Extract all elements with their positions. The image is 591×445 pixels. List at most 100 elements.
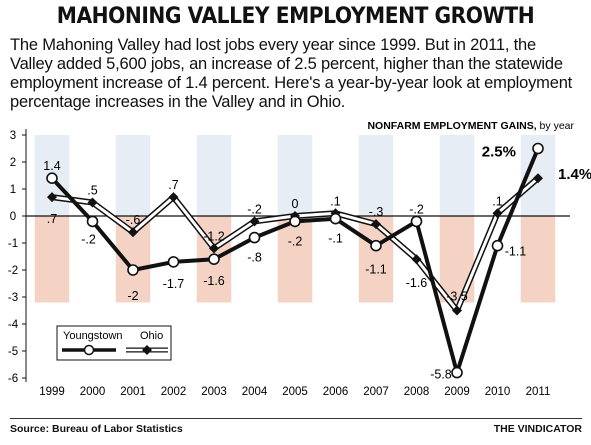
x-tick-label: 2010 [485,386,511,398]
legend-label-youngstown: Youngstown [63,330,123,342]
youngstown-point [370,239,382,252]
source-note: Source: Bureau of Labor Statistics [10,423,183,435]
youngstown-point [289,215,301,228]
legend: Youngstown Ohio [56,325,172,361]
legend-box [56,325,172,361]
y-tick-label: -5 [8,346,18,358]
youngstown-data-label: -.1 [328,232,343,246]
youngstown-data-label: -1.7 [163,277,185,291]
ohio-point [87,197,98,208]
ohio-data-label: -.3 [369,205,384,219]
ohio-point [47,192,57,203]
x-tick-label: 2001 [120,386,146,398]
x-tick-label: 2004 [242,386,268,398]
x-tick-label: 2006 [323,386,349,398]
youngstown-point [532,142,544,155]
x-tick-label: 2002 [161,386,187,398]
youngstown-data-label: -.2 [81,232,96,246]
youngstown-point [208,253,220,266]
employment-chart: 3 2 1 0 -1 -2 -3 -4 -5 -6 1999 2000 2001 2002 2003 200… [8,120,591,398]
positive-band [439,135,475,216]
legend-label-ohio: Ohio [140,330,163,342]
y-tick-label: -6 [8,373,18,385]
x-tick-label: 2011 [526,386,551,398]
ohio-data-label: -3.5 [446,290,468,304]
ohio-data-label: .7 [47,212,57,226]
footer: Source: Bureau of Labor Statistics THE V… [10,418,582,435]
youngstown-point [167,256,180,268]
ohio-data-label: 1.4% [558,166,591,183]
youngstown-point [451,366,463,379]
ohio-data-label: .1 [492,194,502,208]
youngstown-point [491,239,504,252]
positive-band [115,135,151,216]
publisher-credit: THE VINDICATOR [493,423,582,435]
youngstown-point [46,172,58,184]
x-tick-label: 2005 [282,386,308,398]
legend-marker-ohio [142,345,152,355]
ohio-data-label: 0 [292,197,299,211]
youngstown-point [248,231,261,244]
x-tick-label: 2003 [201,386,227,398]
youngstown-data-label: -1.1 [365,263,387,277]
series-lines [46,142,544,379]
ohio-data-label: -1.2 [203,229,225,243]
y-tick-label: -2 [8,265,18,277]
x-tick-label: 2000 [80,386,106,398]
positive-band [277,135,313,216]
youngstown-point [329,212,342,225]
legend-marker-youngstown [83,344,95,356]
x-tick-labels: 1999 2000 2001 2002 2003 2004 2005 2006 2007 2008… [39,386,550,398]
y-tick-label: 3 [10,130,16,142]
youngstown-data-label: -2 [127,289,138,303]
x-tick-label: 1999 [39,386,65,398]
youngstown-data-label: -1.6 [203,274,225,288]
ohio-point [492,208,503,219]
y-tick-label: 1 [10,184,16,196]
chart-subtitle-bold: NONFARM EMPLOYMENT GAINS, [367,120,536,132]
ohio-point [209,243,219,254]
negative-band [520,216,556,303]
positive-band [196,135,232,216]
chart-subtitle-light: by year [537,120,575,132]
ohio-data-label: -.2 [247,202,262,216]
x-tick-label: 2008 [404,386,430,398]
ohio-data-label: -.6 [126,213,141,227]
ohio-data-label: -1.6 [406,276,428,290]
ohio-data-label: .7 [168,178,178,192]
youngstown-point [410,215,423,228]
ohio-point [249,216,260,227]
youngstown-data-label: -1.1 [505,245,527,259]
ohio-data-label: .5 [87,184,97,198]
ohio-point [371,219,381,230]
page-title: MAHONING VALLEY EMPLOYMENT GROWTH [56,4,535,29]
youngstown-data-label: 2.5% [482,144,516,161]
ohio-data-label: .1 [330,194,340,208]
y-tick-label: 2 [10,157,16,169]
negative-band [34,216,70,303]
y-tick-label: -1 [8,238,18,250]
youngstown-data-label: 1.4 [43,159,60,173]
ohio-point [533,173,543,184]
data-labels: 1.4 -.2 -2 -1.7 -1.6 -.8 -.2 -.1 -1.1 -.2 -5.8 -1.1… [43,144,591,382]
ohio-point [411,254,422,265]
y-tick-label: -3 [8,292,18,304]
ohio-point [168,192,179,203]
y-tick-label: -4 [8,319,19,331]
youngstown-point [127,264,139,276]
youngstown-data-label: -.8 [247,251,262,265]
y-tick-label: 0 [10,211,16,223]
x-tick-label: 2007 [363,386,389,398]
chart-subtitle: NONFARM EMPLOYMENT GAINS, by year [367,120,574,132]
intro-text: The Mahoning Valley had lost jobs every … [10,36,573,111]
positive-band [358,135,394,216]
youngstown-data-label: -.2 [288,234,303,248]
ohio-point [452,305,462,316]
youngstown-data-label: -5.8 [430,368,452,382]
negative-band [277,216,313,303]
y-tick-labels: 3 2 1 0 -1 -2 -3 -4 -5 -6 [8,130,26,385]
ohio-point [128,227,138,238]
youngstown-point [86,215,99,228]
youngstown-data-label: -.2 [409,202,424,216]
x-tick-label: 2009 [444,386,470,398]
